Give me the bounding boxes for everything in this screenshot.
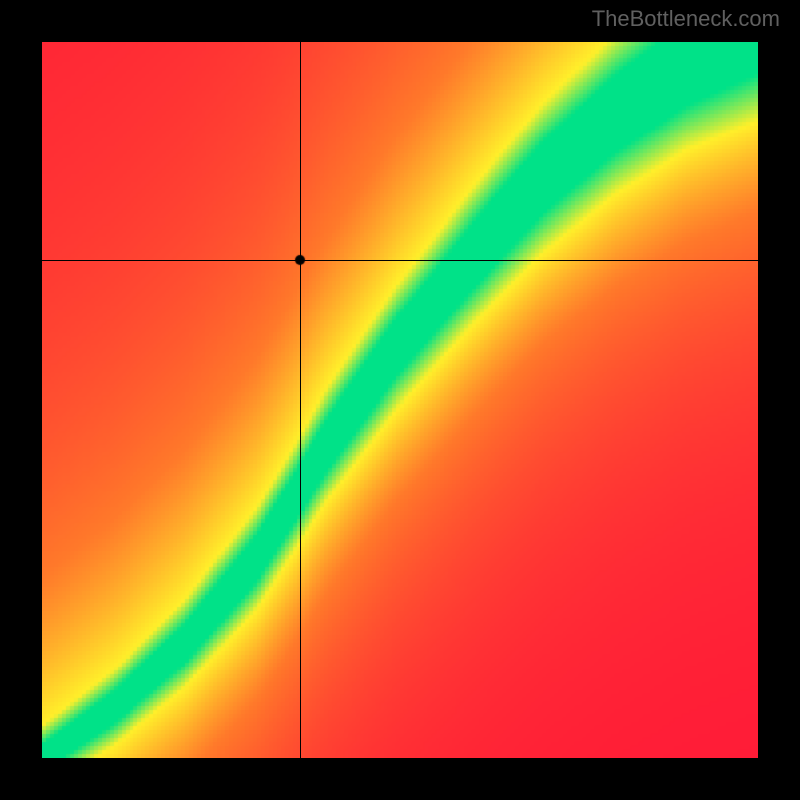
crosshair-vertical-line (300, 42, 301, 758)
crosshair-horizontal-line (42, 260, 758, 261)
chart-plot-area (42, 42, 758, 758)
crosshair-dot (294, 254, 306, 266)
watermark-text: TheBottleneck.com (592, 6, 780, 32)
heatmap-canvas (42, 42, 758, 758)
chart-outer-frame (0, 0, 800, 800)
